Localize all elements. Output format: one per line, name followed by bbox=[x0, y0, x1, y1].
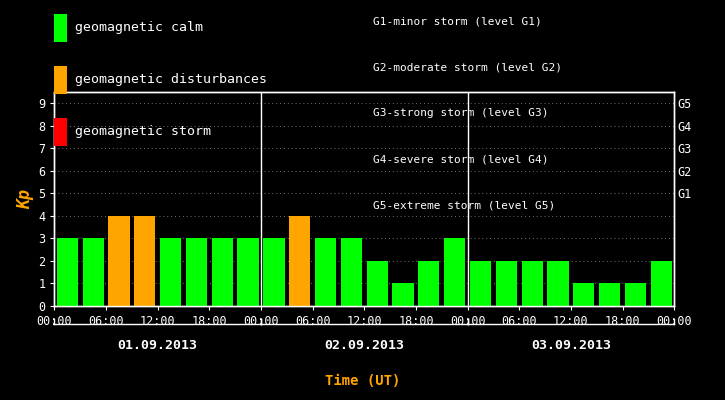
Bar bbox=[547, 261, 568, 306]
Bar bbox=[238, 238, 259, 306]
Bar bbox=[108, 216, 130, 306]
Bar bbox=[134, 216, 155, 306]
Bar bbox=[521, 261, 543, 306]
Bar bbox=[444, 238, 465, 306]
Bar bbox=[392, 284, 414, 306]
Text: Time (UT): Time (UT) bbox=[325, 374, 400, 388]
Y-axis label: Kp: Kp bbox=[16, 189, 34, 209]
Bar bbox=[418, 261, 439, 306]
Bar bbox=[496, 261, 517, 306]
Bar bbox=[160, 238, 181, 306]
Bar bbox=[470, 261, 491, 306]
Bar bbox=[315, 238, 336, 306]
Bar bbox=[212, 238, 233, 306]
Text: geomagnetic disturbances: geomagnetic disturbances bbox=[75, 74, 267, 86]
Bar bbox=[625, 284, 646, 306]
Bar bbox=[289, 216, 310, 306]
Bar bbox=[263, 238, 284, 306]
Bar bbox=[573, 284, 594, 306]
Text: 03.09.2013: 03.09.2013 bbox=[531, 339, 611, 352]
Bar bbox=[341, 238, 362, 306]
Text: G4-severe storm (level G4): G4-severe storm (level G4) bbox=[373, 154, 549, 164]
Text: geomagnetic calm: geomagnetic calm bbox=[75, 22, 203, 34]
Bar bbox=[57, 238, 78, 306]
Bar bbox=[186, 238, 207, 306]
Text: G2-moderate storm (level G2): G2-moderate storm (level G2) bbox=[373, 62, 563, 72]
Text: G3-strong storm (level G3): G3-strong storm (level G3) bbox=[373, 108, 549, 118]
Bar bbox=[83, 238, 104, 306]
Text: G5-extreme storm (level G5): G5-extreme storm (level G5) bbox=[373, 200, 555, 210]
Bar bbox=[651, 261, 672, 306]
Text: G1-minor storm (level G1): G1-minor storm (level G1) bbox=[373, 16, 542, 26]
Text: geomagnetic storm: geomagnetic storm bbox=[75, 126, 211, 138]
Bar bbox=[599, 284, 621, 306]
Text: 02.09.2013: 02.09.2013 bbox=[324, 339, 405, 352]
Text: 01.09.2013: 01.09.2013 bbox=[117, 339, 198, 352]
Bar bbox=[367, 261, 388, 306]
